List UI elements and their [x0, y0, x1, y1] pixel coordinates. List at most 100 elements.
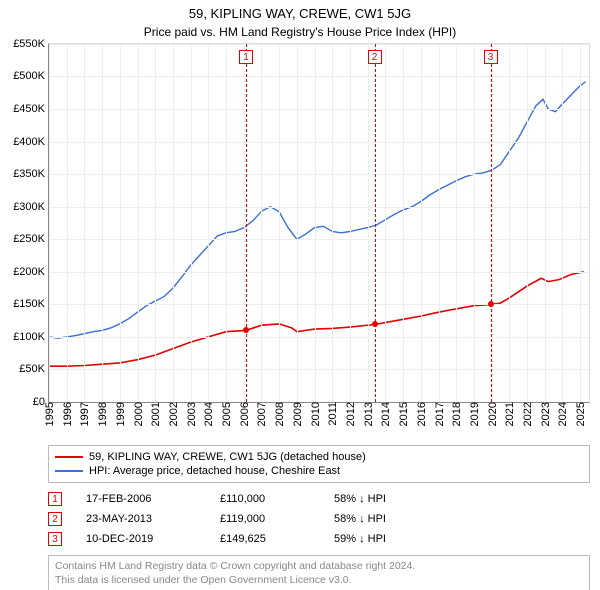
price-dot: [372, 321, 378, 327]
x-axis-label: 1999: [113, 402, 127, 426]
gridline-h: [49, 207, 589, 208]
gridline-v: [155, 44, 156, 402]
x-axis-label: 2003: [184, 402, 198, 426]
x-axis-label: 2025: [573, 402, 587, 426]
x-axis-label: 2023: [538, 402, 552, 426]
gridline-v: [173, 44, 174, 402]
page: 59, KIPLING WAY, CREWE, CW1 5JG Price pa…: [0, 0, 600, 590]
gridline-h: [49, 44, 589, 45]
y-axis-label: £100K: [13, 331, 49, 343]
gridline-v: [456, 44, 457, 402]
price-dot: [488, 301, 494, 307]
gridline-h: [49, 304, 589, 305]
gridline-h: [49, 337, 589, 338]
x-axis-label: 2000: [131, 402, 145, 426]
y-axis-label: £450K: [13, 103, 49, 115]
x-axis-label: 2024: [555, 402, 569, 426]
x-axis-label: 2005: [219, 402, 233, 426]
x-axis-label: 2006: [237, 402, 251, 426]
x-axis-label: 2008: [272, 402, 286, 426]
y-axis-label: £150K: [13, 298, 49, 310]
gridline-v: [368, 44, 369, 402]
legend: 59, KIPLING WAY, CREWE, CW1 5JG (detache…: [48, 445, 590, 483]
gridline-h: [49, 142, 589, 143]
chart-area: £0£50K£100K£150K£200K£250K£300K£350K£400…: [48, 43, 590, 403]
gridline-v: [297, 44, 298, 402]
gridline-v: [67, 44, 68, 402]
gridline-v: [545, 44, 546, 402]
gridline-v: [138, 44, 139, 402]
event-date: 17-FEB-2006: [86, 493, 196, 505]
gridline-v: [527, 44, 528, 402]
chart-title: 59, KIPLING WAY, CREWE, CW1 5JG: [0, 0, 600, 23]
legend-item: HPI: Average price, detached house, Ches…: [55, 464, 583, 478]
y-axis-label: £350K: [13, 168, 49, 180]
x-axis-label: 1996: [60, 402, 74, 426]
event-marker-box: 2: [48, 512, 62, 526]
marker-line: [246, 44, 247, 402]
gridline-v: [580, 44, 581, 402]
legend-swatch: [55, 456, 83, 458]
gridline-v: [191, 44, 192, 402]
legend-item: 59, KIPLING WAY, CREWE, CW1 5JG (detache…: [55, 450, 583, 464]
gridline-v: [261, 44, 262, 402]
marker-line: [491, 44, 492, 402]
x-axis-label: 2001: [148, 402, 162, 426]
x-axis-label: 2002: [166, 402, 180, 426]
event-price: £119,000: [220, 513, 310, 525]
gridline-v: [332, 44, 333, 402]
x-axis-label: 2021: [502, 402, 516, 426]
chart-subtitle: Price paid vs. HM Land Registry's House …: [0, 23, 600, 43]
x-axis-label: 1997: [77, 402, 91, 426]
gridline-v: [474, 44, 475, 402]
x-axis-label: 2022: [520, 402, 534, 426]
gridline-v: [350, 44, 351, 402]
event-delta: 58% ↓ HPI: [334, 513, 386, 525]
event-row: 310-DEC-2019£149,62559% ↓ HPI: [48, 529, 590, 549]
x-axis-label: 2019: [467, 402, 481, 426]
x-axis-label: 2011: [325, 402, 339, 426]
event-delta: 59% ↓ HPI: [334, 533, 386, 545]
gridline-v: [120, 44, 121, 402]
marker-line: [375, 44, 376, 402]
x-axis-label: 2007: [254, 402, 268, 426]
y-axis-label: £250K: [13, 233, 49, 245]
gridline-h: [49, 109, 589, 110]
gridline-v: [84, 44, 85, 402]
legend-label: 59, KIPLING WAY, CREWE, CW1 5JG (detache…: [89, 451, 366, 463]
event-row: 2 23-MAY-2013 £119,000 58% ↓ HPI: [48, 509, 590, 529]
gridline-h: [49, 174, 589, 175]
x-axis-label: 2018: [449, 402, 463, 426]
disclaimer: Contains HM Land Registry data © Crown c…: [48, 555, 590, 590]
event-list: 1 17-FEB-2006 £110,000 58% ↓ HPI 2 23-MAY-201…: [48, 489, 590, 549]
y-axis-label: £300K: [13, 201, 49, 213]
x-axis-label: 2010: [308, 402, 322, 426]
gridline-v: [102, 44, 103, 402]
x-axis-label: 2013: [361, 402, 375, 426]
event-date: 23-MAY-2013: [86, 513, 196, 525]
y-axis-label: £400K: [13, 136, 49, 148]
gridline-h: [49, 369, 589, 370]
x-axis-label: 2020: [485, 402, 499, 426]
event-price: £110,000: [220, 493, 310, 505]
gridline-h: [49, 272, 589, 273]
y-axis-label: £500K: [13, 70, 49, 82]
y-axis-label: £200K: [13, 266, 49, 278]
x-axis-label: 1998: [95, 402, 109, 426]
event-date: 10-DEC-2019: [86, 533, 196, 545]
gridline-v: [509, 44, 510, 402]
disclaimer-line: Contains HM Land Registry data © Crown c…: [55, 560, 583, 574]
chart-lines: [49, 44, 589, 402]
gridline-v: [562, 44, 563, 402]
event-row: 117-FEB-2006£110,00058% ↓ HPI: [48, 489, 590, 509]
x-axis-label: 1995: [42, 402, 56, 426]
gridline-v: [439, 44, 440, 402]
event-marker-box: 1: [48, 492, 62, 506]
x-axis-label: 2004: [201, 402, 215, 426]
gridline-v: [279, 44, 280, 402]
x-axis-label: 2012: [343, 402, 357, 426]
marker-box: 3: [484, 50, 498, 64]
gridline-v: [315, 44, 316, 402]
y-axis-label: £50K: [19, 363, 49, 375]
gridline-h: [49, 76, 589, 77]
